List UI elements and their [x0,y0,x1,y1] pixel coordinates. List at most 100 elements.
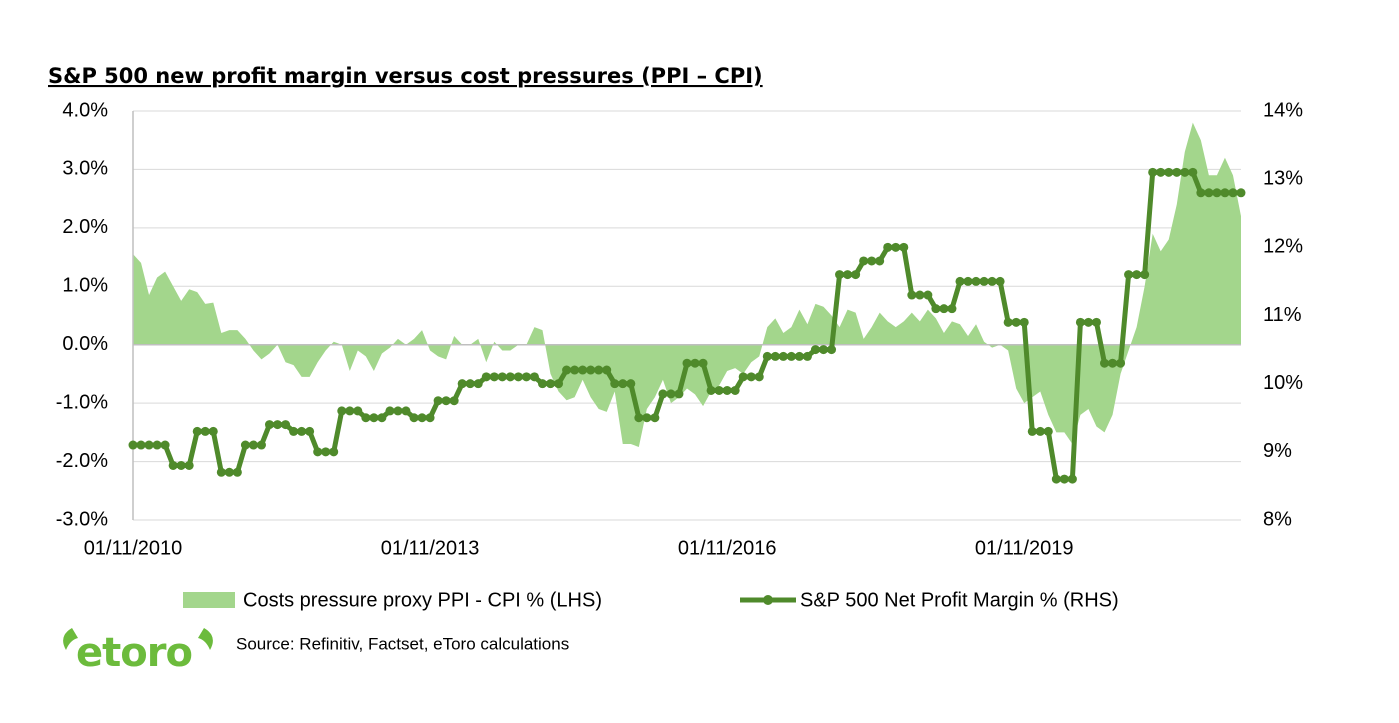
marker [931,304,941,314]
marker [248,440,258,450]
marker [160,440,170,450]
marker [401,406,411,416]
line-series [128,167,1246,484]
x-tick-label: 01/11/2010 [84,537,183,559]
marker [297,426,307,436]
marker [457,379,467,389]
marker [1132,270,1142,280]
marker [698,358,708,368]
marker [818,345,828,355]
marker [1236,188,1246,198]
marker [481,372,491,382]
marker [602,365,612,375]
marker [417,413,427,423]
marker [1140,270,1150,280]
marker [1196,188,1206,198]
marker [1204,188,1214,198]
marker [1100,358,1110,368]
marker [224,467,234,477]
marker [642,413,652,423]
marker [329,447,339,457]
marker [393,406,403,416]
marker [473,379,483,389]
marker [1164,167,1174,177]
y2-tick-label: 12% [1263,236,1303,258]
marker [409,413,419,423]
marker [690,358,700,368]
marker [1011,317,1021,327]
y-tick-label: -1.0% [56,391,108,413]
source-note: Source: Refinitiv, Factset, eToro calcul… [236,634,569,653]
marker [578,365,588,375]
marker [192,426,202,436]
marker [738,372,748,382]
y-tick-label: 2.0% [62,216,108,238]
marker [674,389,684,399]
marker [281,420,291,430]
marker [465,379,475,389]
marker [385,406,395,416]
y-tick-label: 4.0% [62,99,108,121]
marker [995,276,1005,286]
x-tick-label: 01/11/2016 [678,537,777,559]
marker [1180,167,1190,177]
marker [425,413,435,423]
marker [1083,317,1093,327]
marker [449,396,459,406]
marker [128,440,138,450]
marker [369,413,379,423]
marker [1172,167,1182,177]
marker [658,389,668,399]
marker [489,372,499,382]
marker [345,406,355,416]
marker [891,242,901,252]
marker [1156,167,1166,177]
marker [152,440,162,450]
marker [273,420,283,430]
marker [762,351,772,361]
marker [313,447,323,457]
marker [168,460,178,470]
y-tick-label: 3.0% [62,158,108,180]
marker [184,460,194,470]
marker [907,290,917,300]
marker [634,413,644,423]
marker [610,379,620,389]
marker [867,256,877,266]
marker [240,440,250,450]
legend-swatch [183,592,235,608]
marker [529,372,539,382]
marker [626,379,636,389]
marker [586,365,596,375]
marker [827,345,837,355]
marker [216,467,226,477]
marker [305,426,315,436]
y2-tick-label: 10% [1263,372,1303,394]
logo: etoro [63,628,213,676]
marker [915,290,925,300]
marker [730,385,740,395]
logo-text: etoro [76,630,192,676]
marker [714,385,724,395]
marker [377,413,387,423]
marker [955,276,965,286]
marker [513,372,523,382]
marker [176,460,186,470]
marker [353,406,363,416]
marker [232,467,242,477]
y2-tick-label: 11% [1263,304,1302,326]
y2-tick-label: 8% [1263,508,1292,530]
marker [594,365,604,375]
marker [939,304,949,314]
marker [136,440,146,450]
marker [337,406,347,416]
legend-label: Costs pressure proxy PPI - CPI % (LHS) [243,589,602,611]
marker [923,290,933,300]
x-tick-label: 01/11/2013 [381,537,480,559]
marker [851,270,861,280]
marker [883,242,893,252]
logo-horn [63,628,78,650]
marker [810,345,820,355]
marker [1091,317,1101,327]
